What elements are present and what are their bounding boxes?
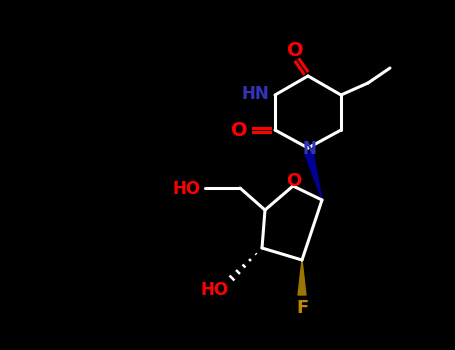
Text: O: O: [286, 172, 302, 190]
Polygon shape: [298, 260, 306, 295]
Text: HN: HN: [241, 85, 269, 103]
Text: N: N: [302, 140, 316, 158]
Text: HO: HO: [201, 281, 229, 299]
Text: O: O: [231, 121, 248, 140]
Text: HO: HO: [173, 180, 201, 198]
Polygon shape: [305, 152, 322, 200]
Text: F: F: [296, 299, 308, 317]
Text: O: O: [287, 41, 303, 60]
